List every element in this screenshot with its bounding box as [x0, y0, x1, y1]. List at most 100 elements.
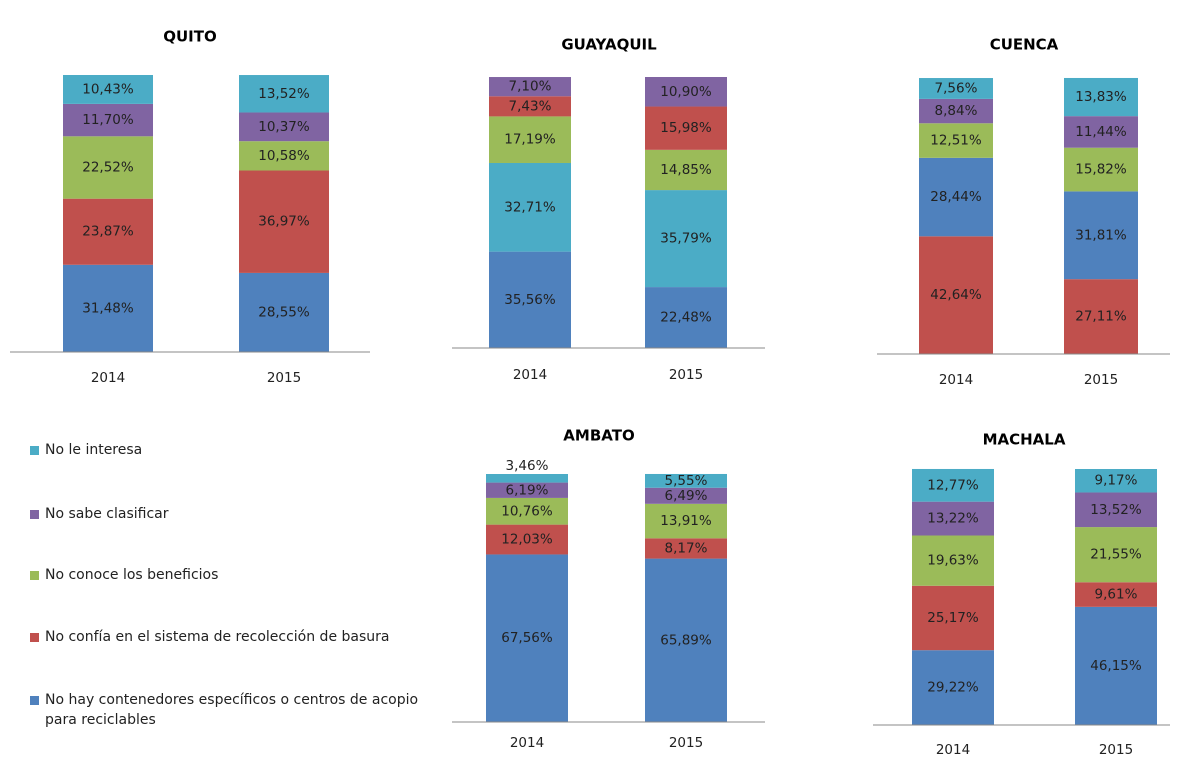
legend-label: No conoce los beneficios	[45, 567, 219, 583]
chart-title: AMBATO	[563, 427, 634, 445]
bar-segment	[1064, 147, 1138, 192]
legend-item: No hay contenedores específicos o centro…	[30, 690, 440, 730]
value-label: 36,97%	[258, 214, 310, 230]
value-label: 10,90%	[660, 84, 712, 100]
bar-segment	[645, 558, 727, 722]
bar-segment	[645, 487, 727, 504]
value-label: 6,49%	[665, 488, 708, 504]
bar-segment	[1064, 191, 1138, 280]
x-tick-label: 2015	[267, 370, 301, 386]
legend-item: No conoce los beneficios	[30, 565, 218, 585]
value-label: 10,58%	[258, 148, 310, 164]
chart-title: CUENCA	[990, 36, 1059, 54]
value-label: 7,43%	[509, 98, 552, 114]
legend-item: No le interesa	[30, 440, 142, 460]
bar-segment	[489, 251, 571, 348]
value-label: 17,19%	[504, 132, 556, 148]
legend-item: No confía en el sistema de recolección d…	[30, 627, 389, 647]
legend-swatch	[30, 571, 39, 580]
x-tick-label: 2015	[1084, 372, 1118, 388]
legend-swatch	[30, 446, 39, 455]
value-label: 10,76%	[501, 503, 553, 519]
value-label: 5,55%	[665, 473, 708, 489]
bar-segment	[486, 524, 568, 555]
x-tick-label: 2014	[91, 370, 125, 386]
legend-label: No confía en el sistema de recolección d…	[45, 629, 390, 645]
value-label: 19,63%	[927, 553, 979, 569]
value-label: 3,46%	[506, 458, 549, 474]
x-tick-label: 2015	[1099, 742, 1133, 758]
value-label: 22,52%	[82, 159, 134, 175]
value-label: 10,37%	[258, 119, 310, 135]
x-tick-label: 2015	[669, 735, 703, 751]
bar-segment	[645, 287, 727, 348]
bar-segment	[489, 77, 571, 97]
bar-segment	[63, 264, 153, 352]
bar-segment	[63, 75, 153, 104]
value-label: 10,43%	[82, 81, 134, 97]
chart-title: QUITO	[163, 28, 217, 46]
bar-segment	[1064, 279, 1138, 354]
value-label: 6,19%	[506, 482, 549, 498]
value-label: 9,17%	[1095, 473, 1138, 489]
value-label: 15,82%	[1075, 162, 1127, 178]
value-label: 31,48%	[82, 300, 134, 316]
bar-segment	[486, 497, 568, 525]
value-label: 14,85%	[660, 162, 712, 178]
bar-segment	[1075, 606, 1157, 725]
value-label: 11,44%	[1075, 124, 1127, 140]
value-label: 9,61%	[1095, 587, 1138, 603]
value-label: 13,52%	[258, 86, 310, 102]
legend-item: No sabe clasificar	[30, 504, 169, 524]
value-label: 15,98%	[660, 120, 712, 136]
value-label: 7,10%	[509, 79, 552, 95]
value-label: 13,52%	[1090, 502, 1142, 518]
value-label: 32,71%	[504, 199, 556, 215]
bar-segment	[912, 535, 994, 586]
value-label: 21,55%	[1090, 547, 1142, 563]
legend-label: No sabe clasificar	[45, 506, 169, 522]
value-label: 12,51%	[930, 133, 982, 149]
value-label: 12,03%	[501, 532, 553, 548]
bar-segment	[645, 473, 727, 488]
legend-label: No hay contenedores específicos o centro…	[45, 692, 419, 728]
value-label: 22,48%	[660, 310, 712, 326]
value-label: 25,17%	[927, 610, 979, 626]
value-label: 46,15%	[1090, 658, 1142, 674]
bar-segment	[239, 170, 329, 273]
legend-swatch	[30, 510, 39, 519]
bar-segment	[645, 190, 727, 288]
chart-title: GUAYAQUIL	[561, 36, 657, 54]
value-label: 29,22%	[927, 680, 979, 696]
value-label: 28,44%	[930, 189, 982, 205]
value-label: 27,11%	[1075, 309, 1127, 325]
bar-segment	[1064, 116, 1138, 148]
bar-segment	[486, 554, 568, 722]
bar-segment	[912, 585, 994, 651]
value-label: 8,17%	[665, 540, 708, 556]
bar-segment	[1075, 469, 1157, 493]
bar-segment	[919, 236, 993, 354]
bar-segment	[645, 503, 727, 539]
value-label: 12,77%	[927, 477, 979, 493]
bar-segment	[63, 103, 153, 137]
bar-segment	[1075, 527, 1157, 583]
legend-swatch	[30, 633, 39, 642]
bar-segment	[489, 116, 571, 163]
value-label: 31,81%	[1075, 227, 1127, 243]
value-label: 35,79%	[660, 231, 712, 247]
value-label: 28,55%	[258, 304, 310, 320]
value-label: 7,56%	[935, 80, 978, 96]
bar-segment	[1075, 582, 1157, 607]
bar-segment	[63, 198, 153, 265]
bar-segment	[489, 162, 571, 252]
bar-segment	[239, 112, 329, 142]
bar-segment	[1075, 492, 1157, 528]
bar-segment	[645, 77, 727, 107]
bar-segment	[486, 482, 568, 498]
bar-segment	[1064, 77, 1138, 117]
bar-segment	[919, 123, 993, 158]
value-label: 42,64%	[930, 287, 982, 303]
value-label: 13,91%	[660, 513, 712, 529]
